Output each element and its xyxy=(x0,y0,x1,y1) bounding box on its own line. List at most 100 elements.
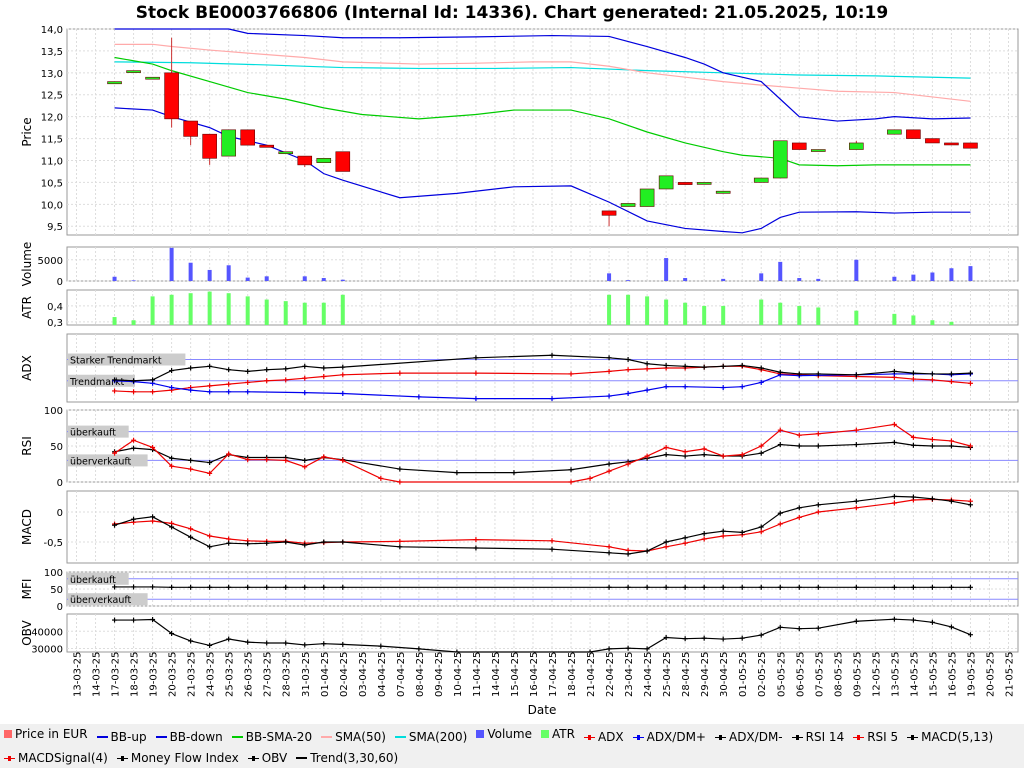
volume-bar xyxy=(721,278,726,281)
atr-bar xyxy=(188,293,193,325)
y-tick-label: 11,0 xyxy=(41,156,63,167)
reference-label: Starker Trendmarkt xyxy=(70,356,162,367)
sma50-line xyxy=(114,43,971,102)
y-tick-label: 100 xyxy=(44,568,63,579)
atr-bar xyxy=(283,301,288,325)
x-tick-label: 08-05-25 xyxy=(833,652,844,697)
chart-title: Stock BE0003766806 (Internal Id: 14336).… xyxy=(136,3,888,23)
atr-bar xyxy=(759,299,764,325)
reference-label: überverkauft xyxy=(70,456,132,467)
volume-bar xyxy=(968,266,973,281)
legend-swatch xyxy=(247,755,259,761)
atr-bar xyxy=(816,307,821,325)
panel-frame xyxy=(66,289,1019,326)
candle xyxy=(620,203,636,207)
legend-label: SMA(50) xyxy=(335,730,386,744)
reference-label-bg xyxy=(68,572,129,585)
y-tick-label: 14,0 xyxy=(41,25,63,36)
legend-item: SMA(200) xyxy=(394,730,468,744)
volume-bar xyxy=(683,278,688,281)
legend-label: RSI 5 xyxy=(867,730,899,745)
y-tick-label: 50 xyxy=(50,442,63,453)
y-axis-label: Volume xyxy=(20,242,34,287)
candle xyxy=(126,70,141,73)
legend-item: ADX xyxy=(583,730,624,745)
x-tick-label: 15-04-25 xyxy=(510,652,521,697)
x-tick-label: 25-04-25 xyxy=(662,652,673,697)
candle xyxy=(696,182,712,185)
candle xyxy=(849,142,864,150)
x-tick-label: 29-04-25 xyxy=(700,652,711,697)
candle xyxy=(963,142,978,149)
legend-label: MACD(5,13) xyxy=(921,730,994,745)
legend-item: MACD(5,13) xyxy=(907,730,993,744)
dm-plus-line xyxy=(114,373,971,400)
candle xyxy=(753,177,769,183)
candle xyxy=(145,76,160,80)
x-tick-label: 15-05-25 xyxy=(928,652,939,697)
candle xyxy=(906,129,921,139)
candle xyxy=(164,72,179,120)
x-tick-label: 21-04-25 xyxy=(586,652,597,697)
x-axis: 13-03-25 14-03-25 17-03-25 18-03-25 19-03-25… xyxy=(73,652,1016,697)
legend-label: OBV xyxy=(261,751,288,766)
reference-label-bg xyxy=(68,425,129,438)
x-tick-label: 04-04-25 xyxy=(377,652,388,697)
x-tick-label: 31-03-25 xyxy=(301,652,312,697)
candle xyxy=(772,140,788,179)
legend-item: ATR xyxy=(540,727,575,741)
volume-bar xyxy=(949,268,954,281)
atr-bar xyxy=(207,291,212,325)
chart-svg: Stock BE0003766806 (Internal Id: 14336).… xyxy=(20,3,1019,717)
legend-label: Volume xyxy=(487,727,532,741)
x-axis-label: Date xyxy=(528,703,557,717)
volume-bar xyxy=(759,273,764,281)
atr-bar xyxy=(302,302,307,325)
x-tick-label: 19-03-25 xyxy=(149,652,160,697)
volume-bar xyxy=(264,276,269,281)
legend-label: ADX xyxy=(597,730,624,745)
x-tick-label: 13-03-25 xyxy=(73,652,84,697)
atr-bar xyxy=(131,320,136,325)
x-tick-label: 28-04-25 xyxy=(681,652,692,697)
y-tick-label: 30000 xyxy=(31,645,63,656)
candle xyxy=(335,151,351,172)
reference-label-bg xyxy=(68,454,148,467)
reference-label-bg xyxy=(68,374,135,387)
panel-atr: 0,3 0,4 ATR xyxy=(20,289,1019,329)
legend-swatch xyxy=(791,734,803,740)
y-tick-label: 12,0 xyxy=(41,113,63,124)
legend-label: Money Flow Index xyxy=(130,751,239,766)
x-tick-label: 14-04-25 xyxy=(491,652,502,697)
legend-row-2: MACDSignal(4) Money Flow Index OBV Trend(3,… xyxy=(4,748,407,765)
legend-swatch xyxy=(714,734,726,740)
candle xyxy=(259,144,275,148)
y-tick-label: 40000 xyxy=(31,627,63,638)
x-tick-label: 17-03-25 xyxy=(111,652,122,697)
y-axis-label: Price xyxy=(20,117,34,146)
panel-price: 9,5 10,0 10,5 11,0 11,5 12,0 12,5 13,0 13,5 14,0 P… xyxy=(20,25,1019,236)
candle xyxy=(240,129,255,146)
candle xyxy=(810,149,826,152)
macd-signal-line xyxy=(114,498,971,552)
volume-bar xyxy=(340,279,345,281)
panel-rsi: 0 50 100 RSI überkauft überverkauft xyxy=(20,406,1019,489)
legend-swatch xyxy=(853,734,865,740)
x-tick-label: 21-05-25 xyxy=(1004,652,1015,697)
y-tick-label: 5000 xyxy=(38,256,63,267)
legend-item: ADX/DM+ xyxy=(632,730,706,744)
x-tick-label: 08-04-25 xyxy=(415,652,426,697)
panel-frame xyxy=(66,333,1019,403)
legend-swatch xyxy=(296,757,308,759)
volume-bar xyxy=(797,278,802,281)
y-tick-label: 9,5 xyxy=(47,222,63,233)
x-tick-label: 01-04-25 xyxy=(320,652,331,697)
volume-bar xyxy=(892,276,897,281)
atr-bar xyxy=(702,305,707,325)
atr-bar xyxy=(321,302,326,325)
atr-bar xyxy=(226,293,231,325)
macd-line xyxy=(114,495,971,555)
legend-swatch xyxy=(4,755,15,761)
legend-label: SMA(200) xyxy=(408,730,468,744)
x-tick-label: 12-05-25 xyxy=(871,652,882,697)
